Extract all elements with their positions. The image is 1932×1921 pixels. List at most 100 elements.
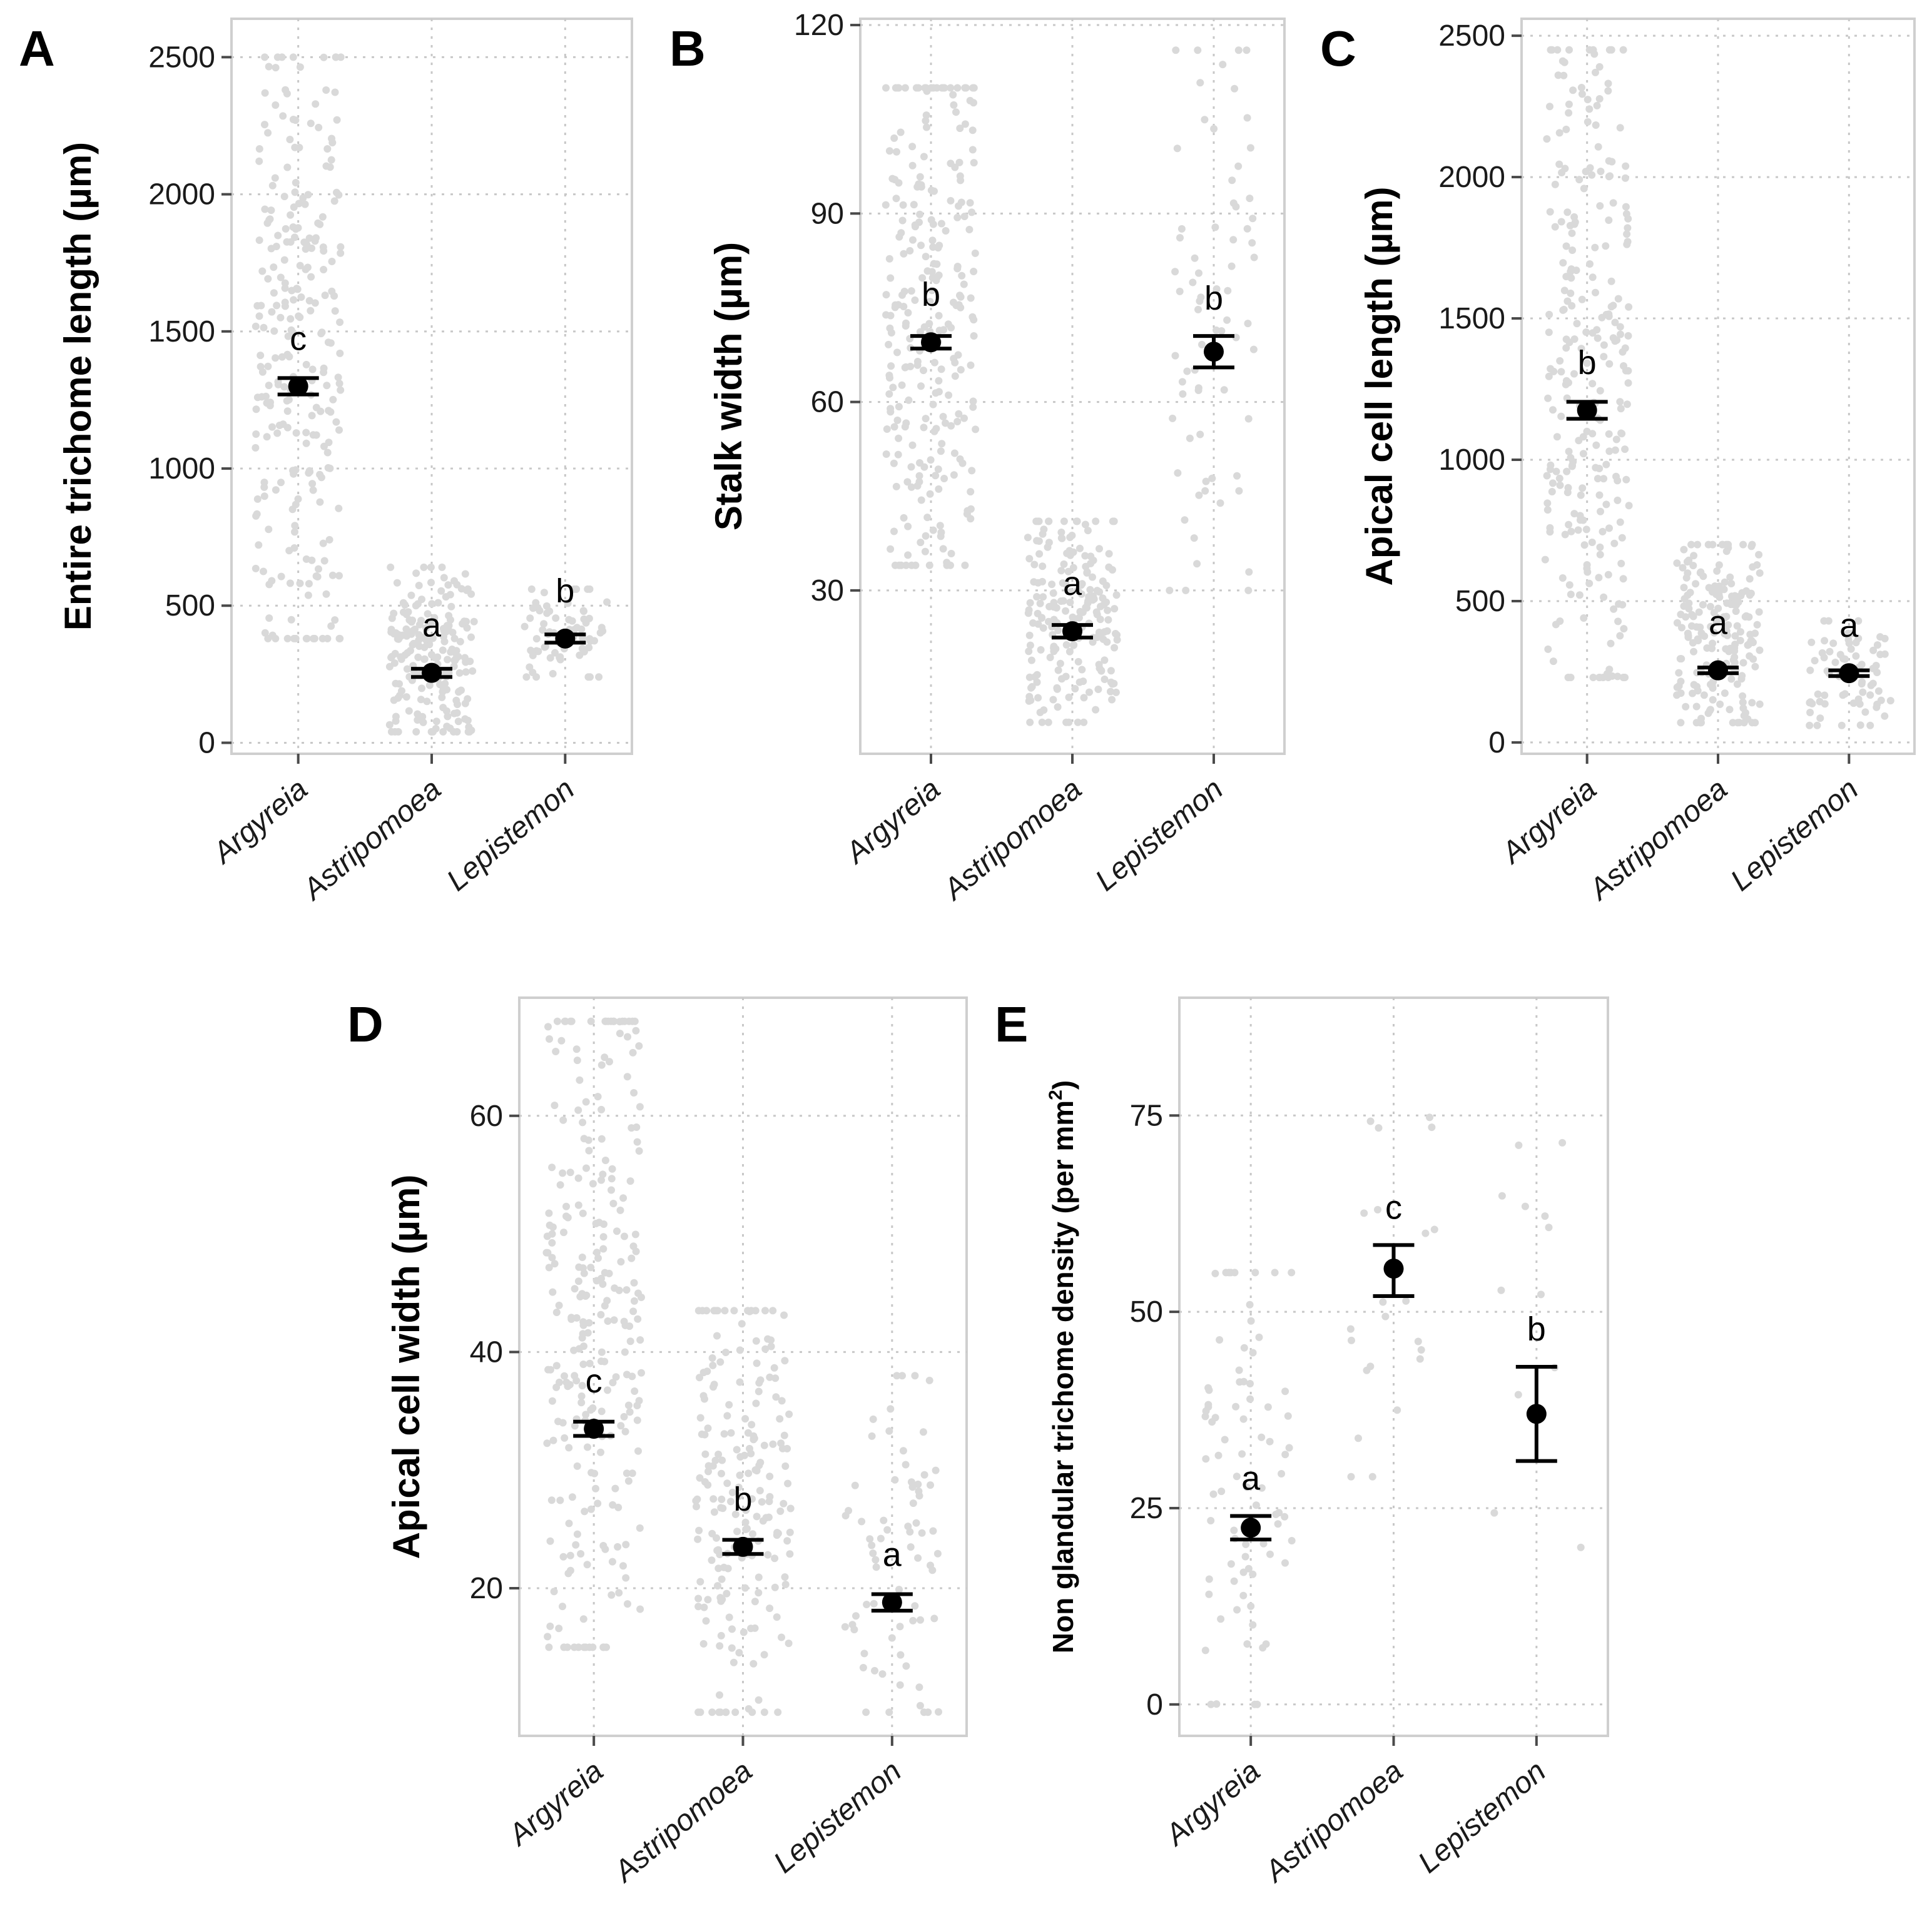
raw-data-point: [1575, 437, 1583, 445]
raw-data-point: [296, 261, 304, 270]
raw-data-point: [1622, 475, 1630, 484]
y-axis-title: Stalk width (µm): [708, 242, 750, 530]
raw-data-point: [939, 413, 947, 420]
significance-letter: b: [922, 276, 940, 313]
raw-data-point: [760, 1651, 768, 1659]
raw-data-point: [1171, 268, 1179, 276]
y-axis-title: Apical cell width (µm): [385, 1175, 427, 1559]
raw-data-point: [1244, 586, 1253, 594]
raw-data-point: [405, 707, 413, 715]
raw-data-point: [1727, 580, 1736, 587]
raw-data-point: [425, 636, 434, 644]
raw-data-point: [1239, 1415, 1248, 1423]
raw-data-point: [335, 380, 343, 388]
raw-data-point: [295, 143, 303, 151]
raw-data-point: [318, 213, 327, 221]
raw-data-point: [561, 1372, 568, 1380]
raw-data-point: [1556, 357, 1564, 365]
raw-data-point: [929, 400, 937, 408]
raw-data-point: [562, 1379, 571, 1386]
raw-data-point: [909, 236, 917, 244]
raw-data-point: [969, 146, 977, 154]
raw-data-point: [274, 231, 282, 240]
raw-data-point: [1876, 633, 1884, 641]
raw-data-point: [1105, 563, 1113, 571]
raw-data-point: [904, 1523, 912, 1531]
raw-data-point: [331, 88, 339, 96]
raw-data-point: [953, 418, 962, 425]
raw-data-point: [720, 1430, 728, 1438]
raw-data-point: [1249, 1570, 1257, 1578]
raw-data-point: [315, 565, 322, 573]
raw-data-point: [272, 243, 280, 250]
raw-data-point: [636, 1103, 644, 1111]
raw-data-point: [966, 199, 974, 207]
raw-data-point: [549, 670, 557, 677]
raw-data-point: [1233, 472, 1241, 480]
raw-data-point: [1673, 619, 1681, 627]
raw-data-point: [1056, 659, 1064, 667]
raw-data-point: [1057, 529, 1065, 536]
raw-data-point: [882, 201, 890, 209]
raw-data-point: [624, 1600, 631, 1608]
raw-data-point: [1580, 614, 1588, 622]
raw-data-point: [736, 1346, 744, 1354]
mean-point: [1839, 663, 1859, 684]
raw-data-point: [1235, 487, 1243, 495]
raw-data-point: [1734, 719, 1742, 727]
raw-data-point: [1246, 144, 1254, 152]
raw-data-point: [1235, 1366, 1243, 1374]
raw-data-point: [1624, 379, 1632, 387]
mean-point: [1577, 400, 1597, 420]
raw-data-point: [930, 427, 938, 435]
raw-data-point: [735, 1492, 743, 1500]
raw-data-point: [1604, 79, 1612, 88]
raw-data-point: [1737, 628, 1744, 636]
raw-data-point: [307, 307, 315, 315]
raw-data-point: [268, 308, 276, 316]
raw-data-point: [442, 627, 450, 636]
raw-data-point: [1545, 1224, 1553, 1232]
raw-data-point: [255, 312, 263, 320]
raw-data-point: [1562, 273, 1570, 281]
raw-data-point: [449, 629, 457, 637]
raw-data-point: [634, 1289, 642, 1297]
raw-data-point: [415, 582, 423, 589]
raw-data-point: [546, 1221, 554, 1229]
raw-data-point: [392, 712, 400, 721]
y-tick-label: 2000: [148, 178, 215, 211]
raw-data-point: [1596, 543, 1604, 551]
raw-data-point: [1594, 475, 1602, 483]
raw-data-point: [733, 1528, 741, 1536]
raw-data-point: [1552, 467, 1560, 475]
raw-data-point: [551, 1260, 559, 1268]
raw-data-point: [1623, 400, 1631, 408]
raw-data-point: [1204, 1384, 1213, 1392]
raw-data-point: [579, 1209, 587, 1217]
raw-data-point: [1202, 477, 1210, 485]
raw-data-point: [1037, 646, 1045, 654]
raw-data-point: [920, 1471, 928, 1479]
raw-data-point: [608, 1591, 616, 1599]
raw-data-point: [923, 514, 932, 522]
raw-data-point: [746, 1307, 754, 1315]
raw-data-point: [969, 126, 977, 134]
raw-data-point: [888, 175, 897, 183]
raw-data-point: [1595, 63, 1604, 71]
raw-data-point: [1210, 124, 1218, 133]
raw-data-point: [540, 620, 548, 628]
raw-data-point: [1065, 693, 1073, 701]
raw-data-point: [552, 614, 560, 622]
raw-data-point: [1173, 144, 1181, 153]
raw-data-point: [1075, 678, 1084, 686]
raw-data-point: [1281, 1513, 1289, 1521]
raw-data-point: [285, 396, 293, 403]
raw-data-point: [634, 1447, 642, 1455]
raw-data-point: [1816, 714, 1824, 722]
raw-data-point: [1866, 691, 1874, 699]
x-category-label: Argyreia: [205, 773, 313, 871]
raw-data-point: [1684, 569, 1692, 577]
raw-data-point: [1205, 1590, 1213, 1598]
significance-letter: a: [1063, 565, 1082, 602]
raw-data-point: [1567, 674, 1575, 681]
